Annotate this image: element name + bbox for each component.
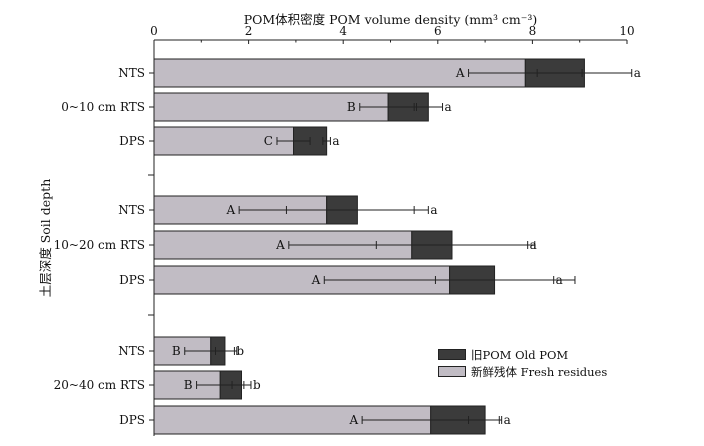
x-tick-label: 4 <box>339 24 347 38</box>
x-tick-label: 0 <box>150 24 158 38</box>
category-label: DPS <box>119 134 145 148</box>
bar-fresh-residues <box>153 58 526 88</box>
category-label: 10~20 cm RTS <box>54 238 145 252</box>
letter-fresh: B <box>172 344 181 358</box>
category-label: NTS <box>118 66 145 80</box>
letter-fresh: A <box>348 413 358 427</box>
letter-fresh: B <box>347 100 356 114</box>
bar-fresh-residues <box>153 126 295 156</box>
letter-fresh: A <box>455 66 465 80</box>
letter-fresh: B <box>184 378 193 392</box>
letter-old-pom: a <box>634 66 641 80</box>
category-label: NTS <box>118 203 145 217</box>
legend-item-fresh: 新鲜残体 Fresh residues <box>438 363 607 380</box>
chart-title: POM体积密度 POM volume density (mm³ cm⁻³) <box>244 12 538 27</box>
legend-item-old-pom: 旧POM Old POM <box>438 346 607 363</box>
letter-old-pom: a <box>530 238 537 252</box>
x-tick-label: 8 <box>529 24 537 38</box>
legend-swatch-old-pom <box>438 349 466 360</box>
category-label: DPS <box>119 413 145 427</box>
x-tick-label: 2 <box>245 24 253 38</box>
category-label: 0~10 cm RTS <box>61 100 145 114</box>
legend: 旧POM Old POM 新鲜残体 Fresh residues <box>438 346 607 380</box>
legend-label-fresh: 新鲜残体 Fresh residues <box>471 364 608 379</box>
category-label: 20~40 cm RTS <box>54 378 145 392</box>
letter-old-pom: a <box>504 413 511 427</box>
category-label: DPS <box>119 273 145 287</box>
letter-fresh: C <box>264 134 273 148</box>
letter-old-pom: a <box>556 273 563 287</box>
letter-old-pom: a <box>332 134 339 148</box>
letter-old-pom: b <box>253 378 261 392</box>
letter-old-pom: b <box>236 344 244 358</box>
letter-old-pom: a <box>445 100 452 114</box>
x-tick-label: 6 <box>434 24 442 38</box>
category-label: NTS <box>118 344 145 358</box>
letter-fresh: A <box>275 238 285 252</box>
legend-swatch-fresh <box>438 366 466 377</box>
y-axis-label: 土层深度 Soil depth <box>38 179 53 298</box>
letter-fresh: A <box>225 203 235 217</box>
x-tick-label: 10 <box>619 24 634 38</box>
legend-label-old-pom: 旧POM Old POM <box>471 347 569 362</box>
letter-old-pom: a <box>430 203 437 217</box>
letter-fresh: A <box>311 273 321 287</box>
